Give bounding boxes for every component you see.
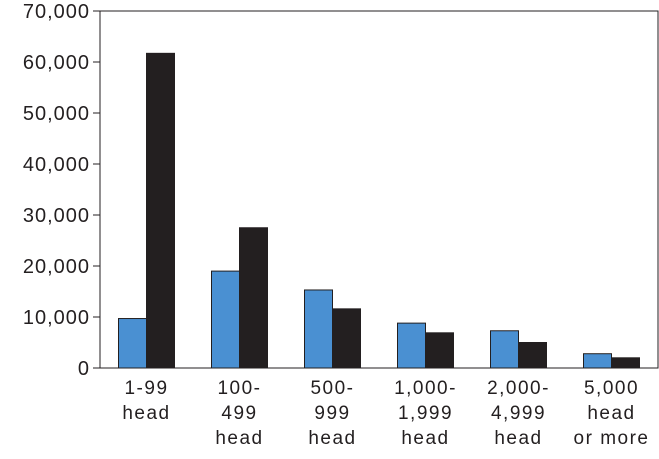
- bar-series-1-cat-4: [397, 322, 426, 369]
- y-tick-label: 40,000: [23, 154, 90, 176]
- x-tick-label: 1,000-: [394, 378, 457, 399]
- bar-series-1-cat-6: [583, 353, 612, 369]
- x-tick-label: 499: [221, 403, 257, 424]
- bar-series-2-cat-6: [611, 357, 640, 369]
- y-tick-label: 60,000: [23, 52, 90, 74]
- x-tick-label: head: [494, 428, 542, 449]
- bars-layer: [118, 52, 640, 369]
- y-tick-label: 70,000: [23, 1, 90, 23]
- x-tick-label: head: [215, 428, 263, 449]
- bar-series-1-cat-5: [490, 330, 519, 369]
- bar-series-2-cat-3: [332, 308, 361, 369]
- y-tick-label: 30,000: [23, 205, 90, 227]
- x-tick-label: 2,000-: [487, 378, 550, 399]
- x-tick-label: head: [401, 428, 449, 449]
- bar-series-2-cat-4: [425, 332, 454, 369]
- x-tick-label: 1,999: [398, 403, 453, 424]
- x-tick-label: 500-: [310, 378, 354, 399]
- bar-series-1-cat-2: [211, 270, 240, 369]
- plot-frame: [99, 10, 659, 369]
- x-tick-label: head: [587, 403, 635, 424]
- y-tick-labels: 0 10,000 20,000 30,000 40,000 50,000 60,000 70,…: [23, 1, 90, 380]
- x-tick-label: 999: [314, 403, 350, 424]
- bar-series-1-cat-3: [304, 289, 333, 369]
- x-tick-label: 100-: [217, 378, 261, 399]
- x-tick-label: or more: [574, 428, 650, 449]
- x-tick-label: head: [122, 403, 170, 424]
- y-tick-label: 0: [78, 358, 90, 380]
- y-tick-label: 50,000: [23, 103, 90, 125]
- bar-series-2-cat-5: [518, 342, 547, 369]
- y-tick-label: 10,000: [23, 307, 90, 329]
- bar-series-2-cat-2: [239, 227, 268, 369]
- x-tick-labels: 1-99 head 100- 499 head 500- 999 head 1,000- 1,99…: [122, 378, 650, 449]
- axes-layer: [93, 10, 659, 369]
- bar-series-1-cat-1: [118, 318, 147, 369]
- x-tick-label: 4,999: [491, 403, 546, 424]
- x-tick-label: 5,000: [584, 378, 639, 399]
- x-tick-label: 1-99: [124, 378, 168, 399]
- x-tick-label: head: [308, 428, 356, 449]
- bar-series-2-cat-1: [146, 52, 175, 369]
- y-tick-label: 20,000: [23, 256, 90, 278]
